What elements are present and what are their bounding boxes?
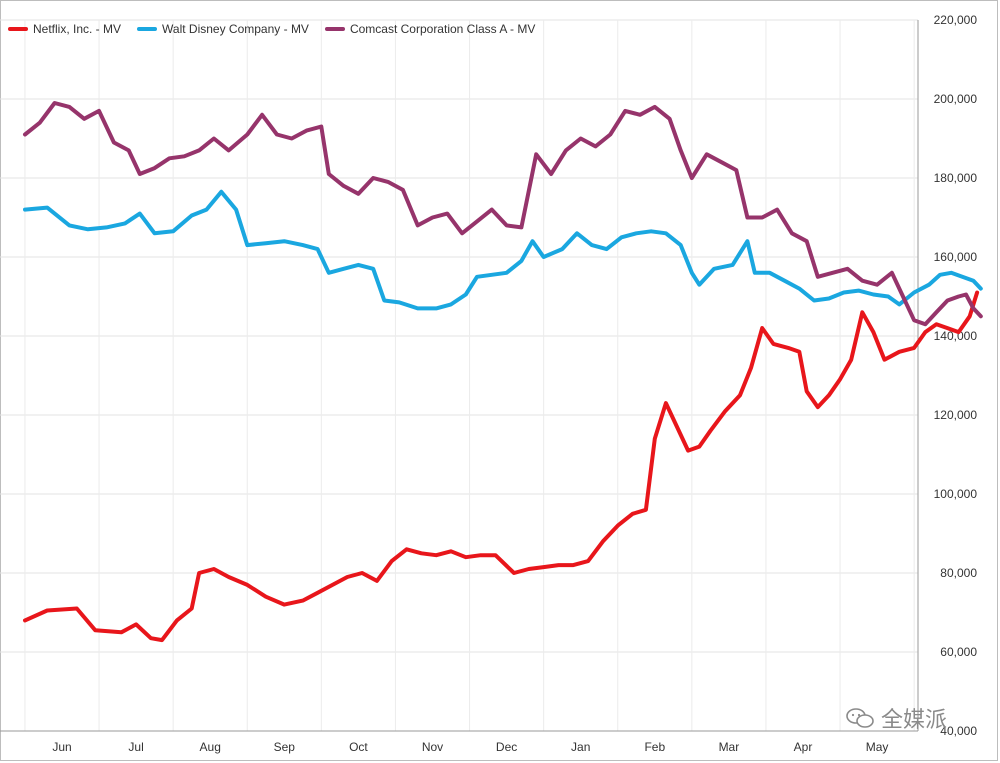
x-tick-label: Jun	[52, 740, 71, 754]
legend-item-netflix[interactable]: Netflix, Inc. - MV	[8, 22, 121, 36]
y-tick-label: 140,000	[934, 329, 978, 343]
x-tick-label: Aug	[200, 740, 221, 754]
y-tick-label: 120,000	[934, 408, 978, 422]
x-tick-label: Jul	[128, 740, 143, 754]
y-axis: 40,000 60,000 80,000 100,000 120,000 140,000 1…	[917, 13, 978, 738]
x-tick-label: Jan	[571, 740, 590, 754]
watermark: 全媒派	[845, 702, 947, 734]
x-tick-label: Oct	[349, 740, 368, 754]
y-tick-label: 180,000	[934, 171, 978, 185]
legend-label-comcast: Comcast Corporation Class A - MV	[349, 22, 536, 36]
chart-legend: Netflix, Inc. - MV Walt Disney Company -…	[8, 22, 535, 36]
series-lines	[23, 101, 983, 643]
x-tick-label: Dec	[496, 740, 517, 754]
y-tick-label: 200,000	[934, 92, 978, 106]
legend-swatch-netflix	[8, 27, 28, 31]
x-tick-label: Mar	[719, 740, 740, 754]
legend-item-comcast[interactable]: Comcast Corporation Class A - MV	[324, 22, 536, 36]
x-tick-label: May	[866, 740, 889, 754]
series-line-disney[interactable]	[23, 189, 983, 311]
legend-swatch-disney	[137, 27, 158, 31]
y-tick-label: 80,000	[940, 566, 977, 580]
legend-item-disney[interactable]: Walt Disney Company - MV	[137, 22, 309, 36]
legend-swatch-comcast	[324, 27, 345, 31]
y-tick-label: 60,000	[940, 645, 977, 659]
legend-label-netflix: Netflix, Inc. - MV	[33, 22, 122, 36]
x-tick-label: Nov	[422, 740, 443, 754]
legend-label-disney: Walt Disney Company - MV	[162, 22, 309, 36]
x-tick-label: Apr	[794, 740, 813, 754]
y-tick-label: 40,000	[940, 724, 977, 738]
series-line-comcast[interactable]	[23, 101, 983, 327]
y-tick-label: 100,000	[934, 487, 978, 501]
x-axis: Jun Jul Aug Sep Oct Nov Dec Jan Feb Mar Apr May	[0, 730, 918, 754]
y-tick-label: 220,000	[934, 13, 978, 27]
x-tick-label: Feb	[644, 740, 665, 754]
y-tick-label: 160,000	[934, 250, 978, 264]
series-line-netflix[interactable]	[23, 290, 980, 643]
x-tick-label: Sep	[274, 740, 296, 754]
chat-bubbles-icon	[846, 708, 874, 728]
watermark-text: 全媒派	[881, 708, 948, 733]
